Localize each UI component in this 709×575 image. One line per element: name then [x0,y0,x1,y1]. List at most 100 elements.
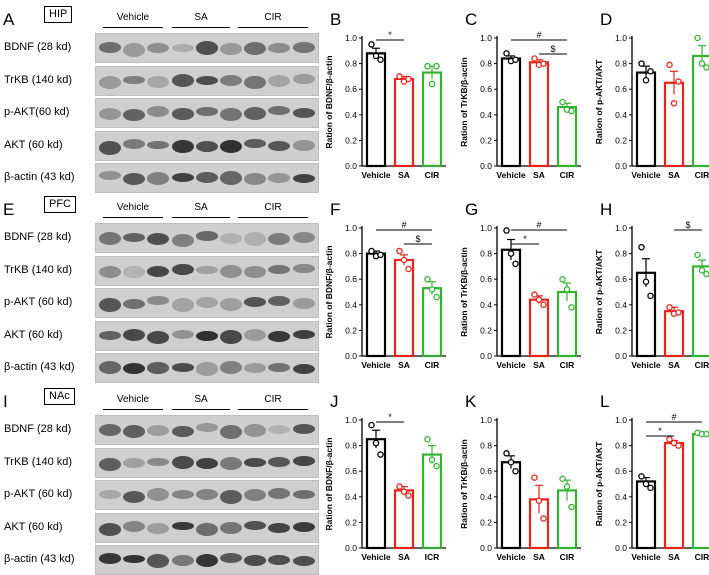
data-point [675,78,682,85]
blot-band [99,553,121,564]
blot-band [171,108,194,120]
bar-chart: Ration of p-AKT/AKT 0.0 0.2 0.4 0.6 0.8 1.0 Veh… [594,220,709,370]
x-tick-label: Vehicle [631,360,661,370]
bar-chart: Ration of BDNF/β-actin 0.0 0.2 0.4 0.6 0.8 1.0… [324,412,446,562]
blot-band [292,108,315,119]
blot-band [99,75,121,89]
data-point [396,73,403,80]
blot-group-line [103,217,163,218]
y-tick-label: 0.6 [480,274,492,284]
blot-band [220,490,242,504]
blot-band [292,455,315,467]
panel-letter-chart: B [330,10,342,29]
data-point [670,100,678,107]
data-point [512,467,519,475]
x-tick-label: Vehicle [496,170,526,180]
x-tick-label: CIR [560,170,575,180]
blot-band [147,522,170,535]
y-tick-label: 0.0 [345,543,357,553]
protein-label: p-AKT(60 kd) [4,106,70,118]
blot-band [244,555,267,566]
bar [500,461,522,550]
significance-marker: * [388,30,392,40]
blot-band [220,425,242,439]
significance-marker: # [536,30,541,40]
blot-band [171,173,194,183]
panel-letter-chart: G [465,200,479,219]
data-point [563,286,571,293]
blot-band [195,41,218,55]
x-tick-label: Vehicle [631,552,661,562]
y-tick-label: 0.2 [345,135,357,145]
y-tick-label: 0.2 [615,325,627,335]
blot-band [171,298,194,312]
blot-band [195,140,218,152]
blot-band [292,490,315,500]
y-axis-label: Ration of p-AKT/AKT [594,249,604,334]
blot-group-label: Vehicle [116,394,150,405]
blot-band [244,457,267,468]
data-point [540,301,547,309]
bar [500,57,522,168]
data-point [675,442,682,449]
data-point [512,56,519,64]
y-tick-label: 0.4 [480,110,492,120]
blot-band [171,425,194,438]
blot-band [195,362,218,376]
blot-band [171,73,194,87]
significance-marker: * [523,234,527,244]
y-tick-label: 1.0 [480,415,492,425]
data-point [540,515,547,522]
x-tick-label: CIR [425,170,440,180]
data-point [400,256,408,264]
blot-band [99,457,121,472]
data-point [377,451,384,458]
blot-band [244,363,267,373]
blot-band [220,139,242,153]
data-point [405,75,412,83]
data-point [638,243,645,251]
x-tick-label: SA [668,170,680,180]
protein-label: AKT (60 kd) [4,328,63,341]
y-tick-label: 0.0 [480,543,492,553]
blot-group-line [238,27,308,28]
y-axis-label: Ration of TrKB/β-actin [459,57,469,147]
blot-group-label: SA [194,394,208,405]
blot-band [195,297,218,309]
protein-label: p-AKT (60 kd) [4,296,73,308]
y-axis-label: Ration of BDNF/β-actin [324,245,334,338]
blot-band [147,458,170,467]
blot-band [220,298,242,311]
y-tick-label: 1.0 [615,33,627,43]
y-tick-label: 0.0 [345,161,357,171]
data-point [638,473,645,480]
blot-band [147,266,170,278]
y-tick-label: 0.0 [345,351,357,361]
data-point [503,227,510,234]
y-tick-label: 0.8 [345,59,357,69]
blot-band [99,108,121,121]
bar [663,441,685,550]
blot-band [123,363,146,375]
blot-band [147,554,170,568]
data-point [642,480,650,488]
data-point [563,483,571,490]
data-point [694,34,701,42]
y-axis-label: Ration of TrKB/β-actin [459,439,469,529]
y-tick-label: 0.6 [345,84,357,94]
blot-band [268,106,291,116]
data-point [531,474,538,481]
blot-band [99,265,121,278]
blot-band [123,457,146,468]
blot-band [292,173,315,183]
y-tick-label: 0.0 [615,161,627,171]
region-label: PFC [44,196,76,213]
protein-label: β-actin (43 kd) [4,171,75,183]
data-point [647,68,654,75]
blot-band [292,330,315,340]
blot-band [123,75,146,85]
data-point [424,275,431,283]
bar [556,290,578,358]
blot-group-line [103,409,163,410]
bar-chart: Ration of TrKB/β-actin 0.0 0.2 0.4 0.6 0.8 1.0… [459,415,581,562]
